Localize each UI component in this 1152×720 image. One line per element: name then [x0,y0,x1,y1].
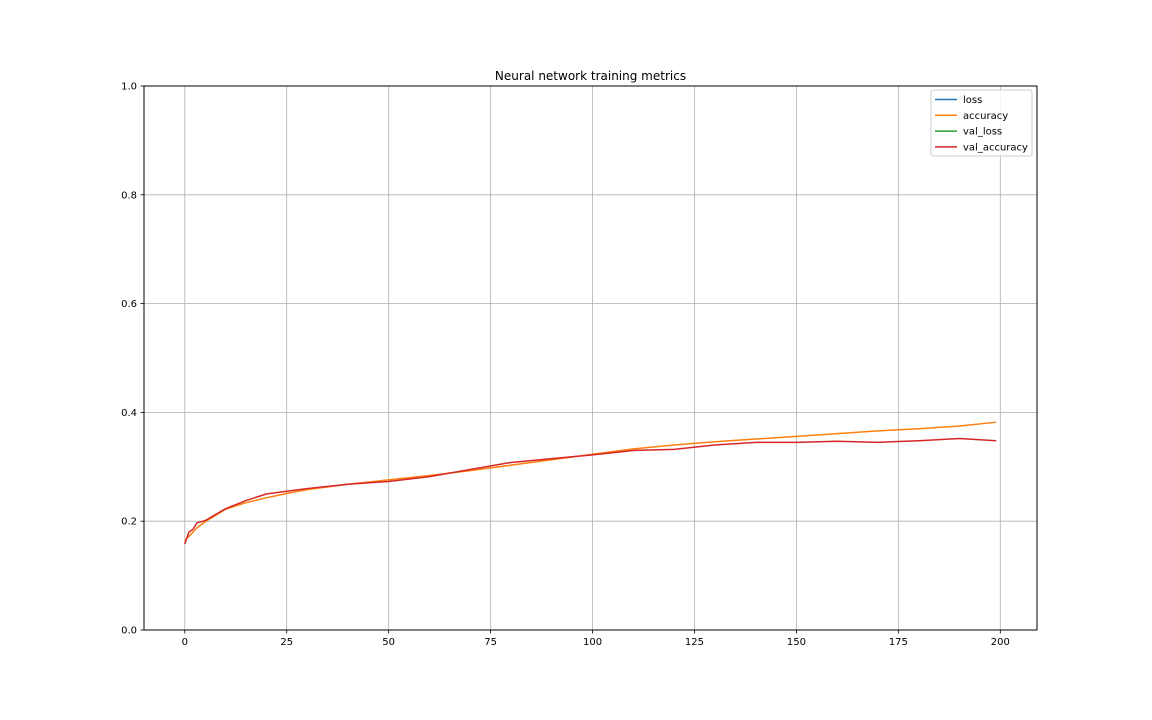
chart-title: Neural network training metrics [495,69,686,83]
x-tick-label: 25 [280,637,293,648]
grid [144,85,1037,631]
y-tick-label: 0.4 [121,408,137,419]
series-line-val-accuracy [184,437,997,545]
legend-label: val_accuracy [963,142,1028,153]
legend-label: val_loss [963,127,1002,138]
x-tick-label: 175 [889,637,908,648]
x-tick-label: 75 [484,637,497,648]
y-tick-label: 0.0 [121,626,137,637]
axis-ticks: 0 25 50 75 100 125 150 175 200 0.0 0.2 0.4 0.6 0.8 1.0 [121,82,1010,649]
x-tick-label: 150 [787,637,806,648]
legend-label: accuracy [963,111,1008,122]
y-tick-label: 0.2 [121,517,137,528]
legend-box [930,89,1033,157]
x-tick-label: 200 [991,637,1010,648]
y-tick-label: 1.0 [121,82,137,93]
x-tick-label: 125 [685,637,704,648]
legend: loss accuracy val_loss val_accuracy [930,89,1033,157]
y-tick-label: 0.8 [121,190,137,201]
legend-label: loss [963,95,982,106]
plot-frame [143,85,1038,631]
x-tick-label: 50 [382,637,395,648]
y-tick-label: 0.6 [121,299,137,310]
x-tick-label: 100 [583,637,602,648]
series-line-accuracy [184,421,997,541]
x-tick-label: 0 [182,637,188,648]
series-lines [184,421,997,545]
